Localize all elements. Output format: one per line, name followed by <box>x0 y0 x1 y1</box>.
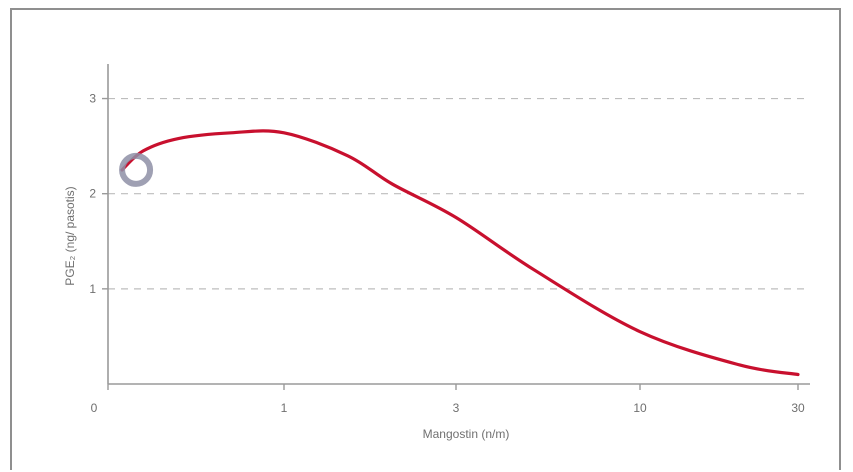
y-tick-label-2: 2 <box>89 187 96 201</box>
x-tick-labels: 0 1 3 10 30 <box>91 384 805 415</box>
y-axis-title: PGE₂ (ng/ pasotis) <box>63 186 77 285</box>
y-tick-label-3: 3 <box>89 92 96 106</box>
x-tick-label-10: 10 <box>633 401 647 415</box>
highlight-marker-layer <box>119 152 154 187</box>
y-tick-labels: 1 2 3 <box>89 92 108 296</box>
series-layer <box>120 129 800 377</box>
x-axis-title: Mangostin (n/m) <box>423 427 510 441</box>
y-tick-label-1: 1 <box>89 282 96 296</box>
x-tick-label-0: 0 <box>91 401 98 415</box>
gridlines <box>108 97 810 290</box>
x-tick-label-1: 1 <box>281 401 288 415</box>
x-tick-label-3: 3 <box>453 401 460 415</box>
x-tick-label-30: 30 <box>791 401 805 415</box>
highlight-ring-marker <box>119 152 154 187</box>
axes <box>107 64 810 385</box>
series-line-0 <box>120 129 800 377</box>
chart-frame <box>10 8 841 470</box>
